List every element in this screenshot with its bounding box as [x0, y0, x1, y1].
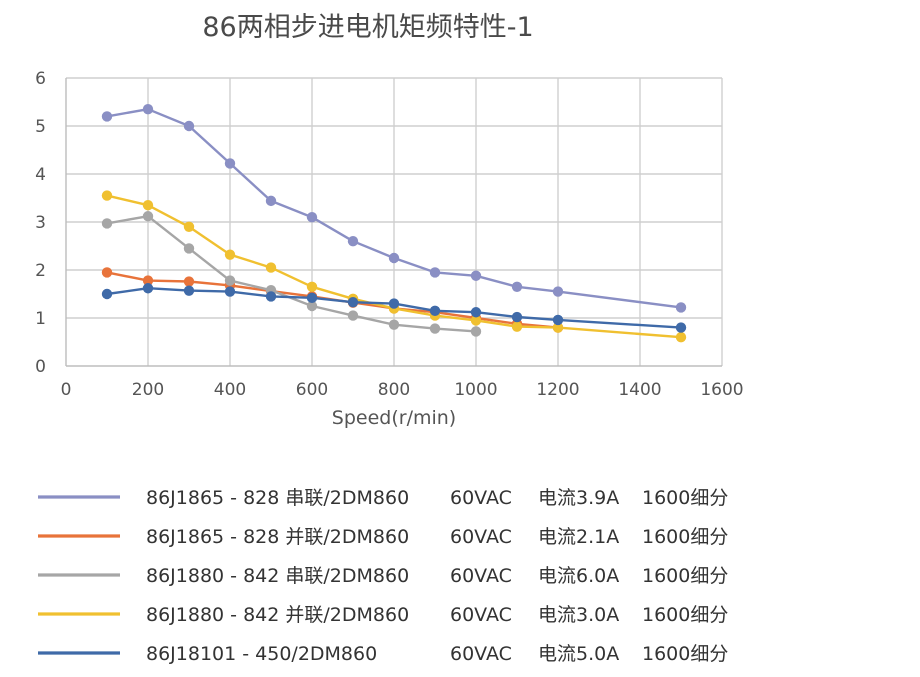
data-point: [265, 195, 277, 207]
data-point: [224, 158, 236, 169]
y-tick-label: 2: [35, 261, 46, 281]
data-point: [429, 305, 441, 316]
x-tick-label: 800: [378, 380, 410, 400]
data-point: [224, 275, 236, 286]
x-axis-label: Speed(r/min): [332, 407, 456, 429]
data-point: [101, 190, 113, 201]
legend-label: 电流3.9A: [538, 487, 619, 509]
data-point: [142, 104, 154, 115]
data-point: [675, 332, 687, 343]
data-point: [142, 211, 154, 222]
legend-label: 86J1880 - 842 并联/2DM860: [146, 604, 409, 626]
legend-label: 1600细分: [642, 643, 728, 665]
data-point: [388, 252, 400, 264]
data-point: [183, 120, 195, 132]
legend-label: 86J1865 - 828 串联/2DM860: [146, 487, 409, 509]
data-point: [142, 200, 154, 211]
data-point: [347, 296, 359, 308]
data-point: [552, 322, 564, 333]
legend: 86J1865 - 828 串联/2DM860 60VAC 电流3.9A 1600细分…: [38, 487, 728, 665]
data-point: [470, 270, 482, 281]
data-point: [552, 314, 564, 326]
legend-label: 电流3.0A: [538, 604, 619, 626]
legend-label: 1600细分: [642, 526, 728, 548]
series-1: [101, 104, 687, 313]
data-point: [224, 286, 236, 297]
legend-entry: 86J1880 - 842 串联/2DM860 60VAC 电流6.0A 1600细分: [38, 565, 728, 587]
data-point: [306, 300, 318, 312]
legend-label: 60VAC: [450, 565, 512, 587]
data-point: [142, 275, 154, 286]
data-point: [511, 281, 523, 292]
data-point: [101, 288, 113, 300]
data-point: [306, 281, 318, 292]
data-point: [470, 326, 482, 337]
data-point: [183, 285, 195, 296]
y-tick-label: 5: [35, 117, 46, 137]
x-tick-label: 400: [214, 380, 246, 400]
data-point: [347, 310, 359, 321]
data-point: [101, 111, 113, 122]
x-tick-label: 200: [132, 380, 164, 400]
data-point: [224, 249, 236, 260]
data-point: [388, 298, 400, 309]
legend-label: 1600细分: [642, 487, 728, 509]
chart-title: 86两相步进电机矩频特性-1: [202, 12, 533, 43]
x-tick-label: 1000: [454, 380, 497, 400]
data-point: [429, 323, 441, 334]
data-point: [183, 243, 195, 254]
y-tick-label: 6: [35, 69, 46, 89]
legend-label: 60VAC: [450, 526, 512, 548]
x-tick-label: 0: [61, 380, 72, 400]
data-point: [101, 267, 113, 278]
data-point: [183, 221, 195, 232]
x-tick-label: 600: [296, 380, 328, 400]
x-tick-label: 1400: [618, 380, 661, 400]
series-group: [101, 104, 687, 343]
legend-label: 60VAC: [450, 487, 512, 509]
legend-label: 86J18101 - 450/2DM860: [146, 643, 377, 665]
legend-label: 86J1865 - 828 并联/2DM860: [146, 526, 409, 548]
legend-label: 电流2.1A: [538, 526, 619, 548]
data-point: [347, 236, 359, 247]
data-point: [511, 311, 523, 323]
legend-entry: 86J18101 - 450/2DM860 60VAC 电流5.0A 1600细分: [38, 643, 728, 665]
data-point: [101, 218, 113, 229]
legend-entry: 86J1880 - 842 并联/2DM860 60VAC 电流3.0A 1600细分: [38, 604, 728, 626]
x-tick-label: 1200: [536, 380, 579, 400]
y-tick-label: 0: [35, 357, 46, 377]
data-point: [429, 267, 441, 278]
legend-label: 1600细分: [642, 565, 728, 587]
legend-label: 86J1880 - 842 串联/2DM860: [146, 565, 409, 587]
data-point: [511, 321, 523, 332]
data-point: [306, 292, 318, 304]
data-point: [552, 286, 564, 297]
data-point: [675, 302, 687, 313]
legend-entry: 86J1865 - 828 串联/2DM860 60VAC 电流3.9A 1600细分: [38, 487, 728, 509]
axes: 0 1 2 3 4 5 6 0 200 400 600 800 1000 1200 1400 1600: [35, 69, 743, 400]
x-tick-label: 1600: [700, 380, 743, 400]
data-point: [470, 315, 482, 326]
legend-label: 电流5.0A: [538, 643, 619, 665]
data-point: [470, 307, 482, 318]
y-tick-label: 1: [35, 309, 46, 329]
y-tick-label: 4: [35, 165, 46, 185]
legend-label: 60VAC: [450, 604, 512, 626]
legend-label: 电流6.0A: [538, 565, 619, 587]
legend-label: 60VAC: [450, 643, 512, 665]
data-point: [675, 322, 687, 333]
data-point: [265, 291, 277, 302]
grid: [66, 77, 723, 366]
data-point: [183, 276, 195, 287]
series-5: [101, 283, 687, 333]
data-point: [306, 212, 318, 223]
y-tick-label: 3: [35, 213, 46, 233]
data-point: [388, 319, 400, 330]
legend-label: 1600细分: [642, 604, 728, 626]
data-point: [142, 283, 154, 294]
legend-entry: 86J1865 - 828 并联/2DM860 60VAC 电流2.1A 1600细分: [38, 526, 728, 548]
data-point: [265, 262, 277, 273]
